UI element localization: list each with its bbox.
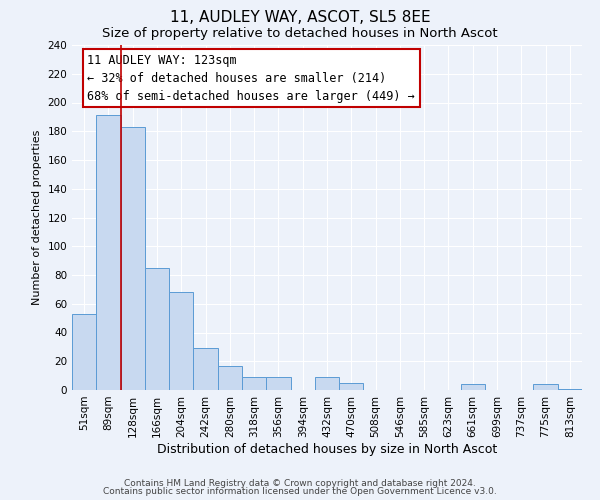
Text: 11, AUDLEY WAY, ASCOT, SL5 8EE: 11, AUDLEY WAY, ASCOT, SL5 8EE <box>170 10 430 25</box>
Bar <box>339 383 364 390</box>
Bar <box>72 314 96 390</box>
Text: Contains HM Land Registry data © Crown copyright and database right 2024.: Contains HM Land Registry data © Crown c… <box>124 478 476 488</box>
Bar <box>266 377 290 390</box>
Text: Size of property relative to detached houses in North Ascot: Size of property relative to detached ho… <box>102 28 498 40</box>
Bar <box>218 366 242 390</box>
Y-axis label: Number of detached properties: Number of detached properties <box>32 130 42 305</box>
Bar <box>242 377 266 390</box>
Bar <box>169 292 193 390</box>
Bar <box>193 348 218 390</box>
Bar <box>533 384 558 390</box>
Text: 11 AUDLEY WAY: 123sqm
← 32% of detached houses are smaller (214)
68% of semi-det: 11 AUDLEY WAY: 123sqm ← 32% of detached … <box>88 54 415 102</box>
X-axis label: Distribution of detached houses by size in North Ascot: Distribution of detached houses by size … <box>157 442 497 456</box>
Bar <box>121 127 145 390</box>
Bar <box>558 388 582 390</box>
Bar <box>461 384 485 390</box>
Bar <box>145 268 169 390</box>
Bar <box>96 116 121 390</box>
Text: Contains public sector information licensed under the Open Government Licence v3: Contains public sector information licen… <box>103 487 497 496</box>
Bar <box>315 377 339 390</box>
